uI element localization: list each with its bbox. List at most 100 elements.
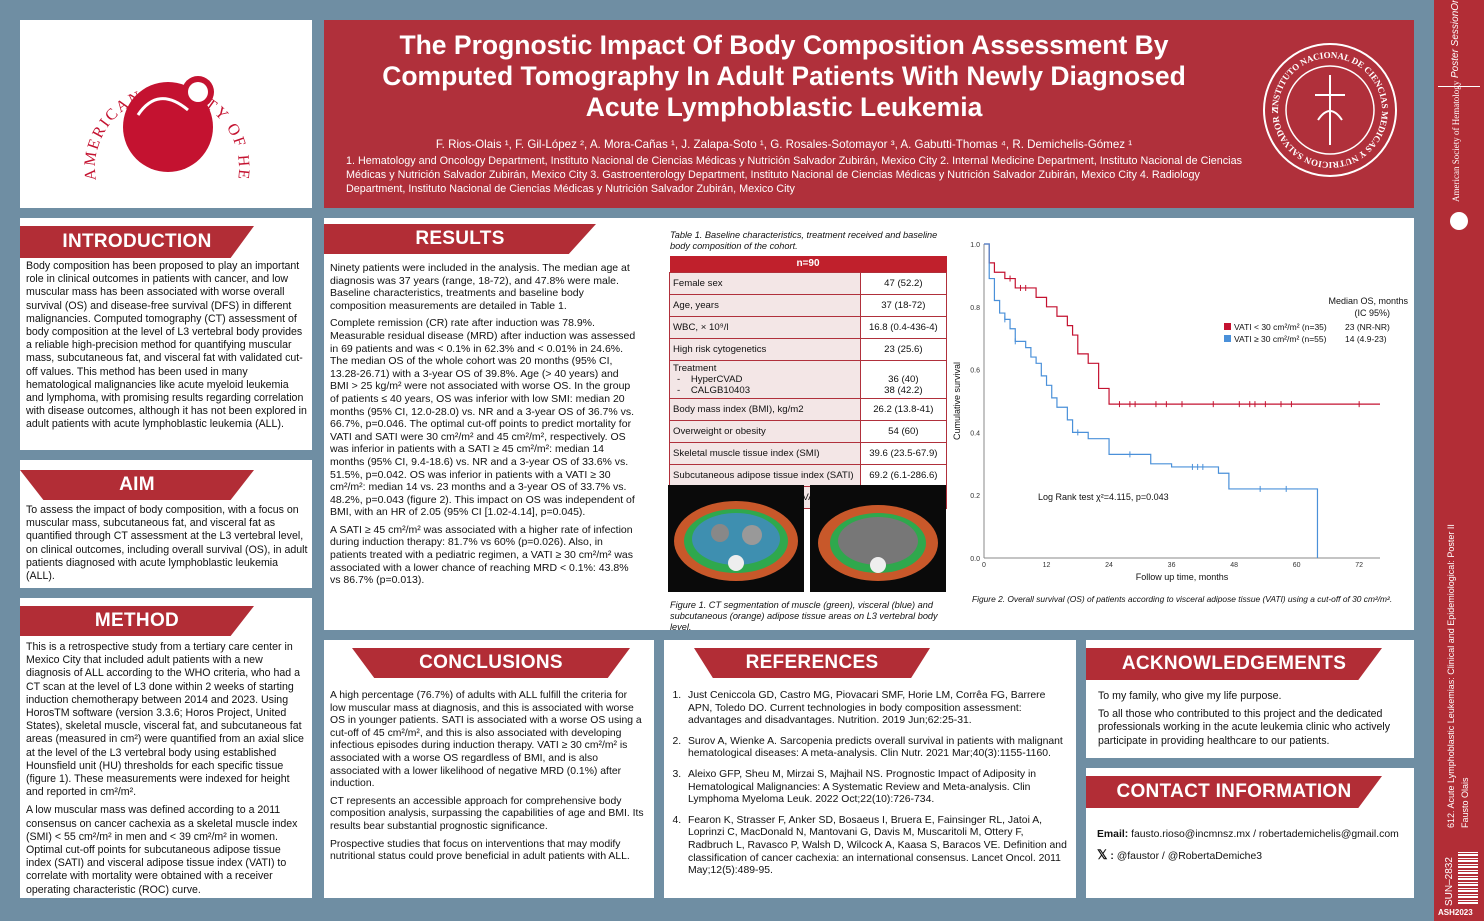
- x-tick-label: 72: [1355, 562, 1363, 569]
- legend-subtitle: (IC 95%): [1354, 308, 1390, 318]
- affiliations: 1. Hematology and Oncology Department, I…: [346, 155, 1242, 195]
- x-tick-label: 0: [982, 562, 986, 569]
- authors: F. Rios-Olais ¹, F. Gil-López ², A. Mora…: [435, 138, 1133, 151]
- results-body: Ninety patients were included in the ana…: [330, 262, 638, 592]
- row-label: Subcutaneous adipose tissue index (SATI): [669, 463, 861, 487]
- results-paragraph-1: Ninety patients were included in the ana…: [330, 262, 630, 312]
- acknowledgements-paragraph-1: To my family, who give my life purpose.: [1098, 690, 1282, 702]
- table-row: Female sex 47 (52.2): [669, 271, 948, 295]
- figure2-caption: Figure 2. Overall survival (OS) of patie…: [972, 594, 1393, 604]
- y-tick-label: 0.8: [970, 305, 980, 312]
- year-badge: ASH2023: [1438, 908, 1473, 917]
- acknowledgements-paragraph-2: To all those who contributed to this pro…: [1098, 708, 1391, 747]
- row-value: 23 (25.6): [859, 337, 948, 361]
- y-tick-label: 0.2: [970, 493, 980, 500]
- table-row: Skeletal muscle tissue index (SMI) 39.6 (…: [669, 441, 948, 465]
- presenter-label: Fausto Olais: [1460, 777, 1470, 828]
- references-list: Just Ceniccola GD, Castro MG, Piovacari …: [684, 690, 1070, 878]
- svg-text:INSTITUTO NACIONAL DE CIENCIAS: INSTITUTO NACIONAL DE CIENCIAS MEDICAS Y…: [1260, 40, 1390, 170]
- row-label: High risk cytogenetics: [669, 337, 861, 361]
- row-value: 39.6 (23.5-67.9): [859, 441, 948, 465]
- acknowledgements-heading: ACKNOWLEDGEMENTS: [1086, 648, 1382, 680]
- figure1-caption: Figure 1. CT segmentation of muscle (gre…: [670, 600, 938, 632]
- row-label: Age, years: [669, 293, 861, 317]
- y-tick-label: 0.6: [970, 368, 980, 375]
- legend-swatch: [1224, 335, 1231, 342]
- acknowledgements-body: To my family, who give my life purpose. …: [1098, 690, 1396, 753]
- x-handles[interactable]: @faustor / @RobertaDemiche3: [1116, 851, 1263, 862]
- contact-email: Email: fausto.rioso@incmnsz.mx / roberta…: [1097, 828, 1407, 841]
- legend-label: VATI ≥ 30 cm²/m² (n=55): [1234, 334, 1327, 344]
- results-paragraph-2: Complete remission (CR) rate after induc…: [330, 317, 636, 519]
- survival-chart: 0.0 0.2 0.4 0.6 0.8 1.0 0 12 24 36 48 60 72 Follow up…: [952, 242, 1408, 582]
- institute-seal-icon: INSTITUTO NACIONAL DE CIENCIAS MEDICAS Y…: [1260, 40, 1397, 177]
- row-value: 36 (40) 38 (42.2): [859, 359, 948, 399]
- references-body: Just Ceniccola GD, Castro MG, Piovacari …: [668, 690, 1070, 886]
- table-row: Age, years 37 (18-72): [669, 293, 948, 317]
- survival-curve-1: [984, 243, 1319, 558]
- legend-median: 14 (4.9-23): [1345, 334, 1387, 344]
- y-tick-label: 0.4: [970, 430, 980, 437]
- row-label: Skeletal muscle tissue index (SMI): [669, 441, 861, 465]
- x-tick-label: 36: [1168, 562, 1176, 569]
- reference-item: Just Ceniccola GD, Castro MG, Piovacari …: [684, 690, 1070, 728]
- conclusions-heading: CONCLUSIONS: [352, 648, 630, 678]
- row-label: Female sex: [669, 271, 861, 295]
- method-body: This is a retrospective study from a ter…: [26, 641, 308, 902]
- y-tick-label: 1.0: [970, 242, 980, 249]
- reference-item: Aleixo GFP, Sheu M, Mirzai S, Majhail NS…: [684, 769, 1070, 807]
- ash-sidebar-icon: [1450, 212, 1468, 230]
- survival-curve-0: [984, 243, 1380, 405]
- results-paragraph-3: A SATI ≥ 45 cm²/m² was associated with a…: [330, 523, 633, 587]
- method-paragraph-2: A low muscular mass was defined accordin…: [26, 804, 298, 896]
- row-label: Overweight or obesity: [669, 419, 861, 443]
- x-axis-label: Follow up time, months: [1136, 572, 1229, 582]
- table1-caption: Table 1. Baseline characteristics, treat…: [670, 230, 938, 251]
- conclusions-paragraph-2: CT represents an accessible approach for…: [330, 795, 644, 832]
- table-row: Overweight or obesity 54 (60): [669, 419, 948, 443]
- table-row: Treatment - HyperCVAD - CALGB10403 36 (40) 3…: [669, 359, 948, 399]
- introduction-heading: INTRODUCTION: [20, 226, 254, 258]
- poster-session-label: Poster SessionOnline: [1450, 0, 1461, 78]
- legend-swatch: [1224, 323, 1231, 330]
- x-tick-label: 12: [1043, 562, 1051, 569]
- row-value: 47 (52.2): [859, 271, 948, 295]
- table-row: WBC, × 10⁹/l 16.8 (0.4-436-4): [669, 315, 948, 339]
- x-tick-label: 24: [1105, 562, 1113, 569]
- table-header: n=90: [669, 256, 947, 272]
- contact-social: 𝕏 : @faustor / @RobertaDemiche3: [1097, 848, 1407, 863]
- table-row: Subcutaneous adipose tissue index (SATI)…: [669, 463, 948, 487]
- reference-item: Surov A, Wienke A. Sarcopenia predicts o…: [684, 736, 1070, 761]
- row-label: Body mass index (BMI), kg/m2: [669, 397, 861, 421]
- x-logo-icon: 𝕏: [1097, 847, 1108, 862]
- ash-logo-panel: AMERICAN SOCIETY OF HEMATOLOGY: [12, 7, 312, 208]
- y-tick-label: 0.0: [970, 556, 980, 563]
- method-heading: METHOD: [20, 606, 254, 636]
- results-heading: RESULTS: [324, 224, 596, 254]
- x-tick-label: 60: [1293, 562, 1301, 569]
- aim-heading: AIM: [20, 470, 254, 500]
- table-row: Body mass index (BMI), kg/m2 26.2 (13.8-4…: [669, 397, 948, 421]
- seal-text: INSTITUTO NACIONAL DE CIENCIAS MEDICAS Y…: [1260, 40, 1390, 170]
- ct-scan-graphic: [818, 505, 938, 581]
- title-banner: The Prognostic Impact Of Body Compositio…: [324, 20, 1414, 208]
- conclusions-paragraph-1: A high percentage (76.7%) of adults with…: [330, 690, 642, 790]
- row-label: WBC, × 10⁹/l: [669, 315, 861, 339]
- row-value: 37 (18-72): [859, 293, 948, 317]
- baseline-table: n=90 Female sex 47 (52.2) Age, years 37 (18…: [669, 256, 948, 509]
- row-value: 54 (60): [859, 419, 948, 443]
- ash-logo-icon: AMERICAN SOCIETY OF HEMATOLOGY: [12, 7, 250, 182]
- poster-id: SUN–2832: [1444, 857, 1455, 906]
- references-heading: REFERENCES: [694, 648, 930, 678]
- email-addresses[interactable]: fausto.rioso@incmnsz.mx / robertademiche…: [1131, 829, 1399, 840]
- table-row: High risk cytogenetics 23 (25.6): [669, 337, 948, 361]
- method-paragraph-1: This is a retrospective study from a ter…: [26, 641, 304, 799]
- ash-sidebar-label: American Society of Hematology: [1451, 80, 1461, 202]
- conclusions-panel: [324, 640, 654, 898]
- row-value: 26.2 (13.8-41): [859, 397, 948, 421]
- references-panel: [664, 640, 1076, 898]
- legend-title: Median OS, months: [1328, 296, 1408, 306]
- ct-scan-graphic: [674, 501, 798, 581]
- introduction-body: Body composition has been proposed to pl…: [26, 260, 307, 431]
- session-label: 612. Acute Lymphoblastic Leukemias: Clin…: [1446, 524, 1456, 828]
